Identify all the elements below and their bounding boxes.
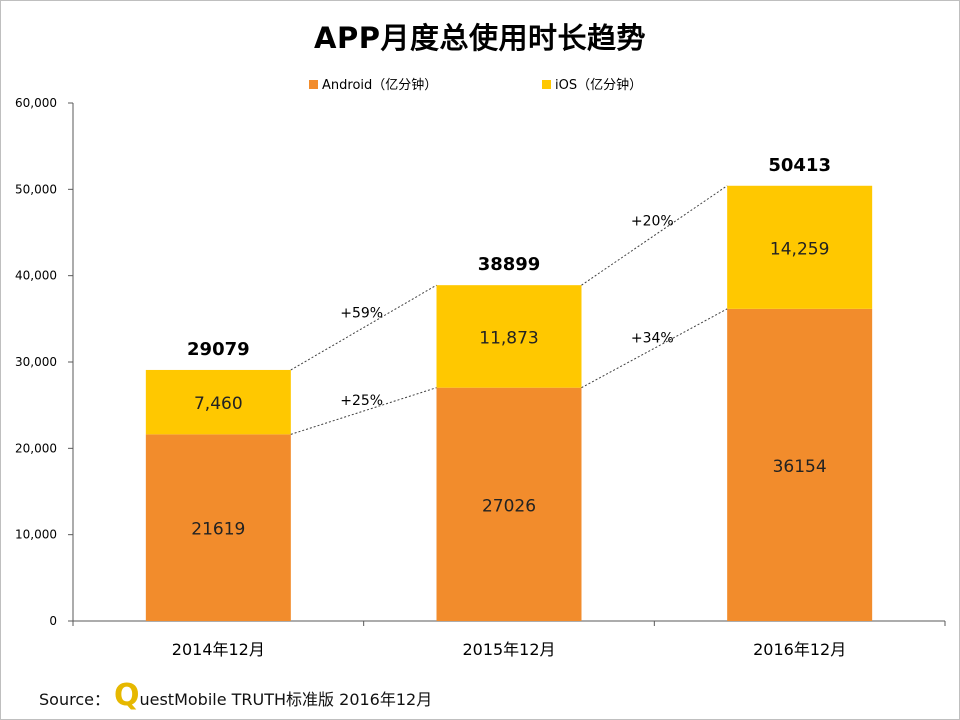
- bar-ios: [436, 285, 582, 388]
- bar-ios: [727, 185, 873, 309]
- total-growth-line: [290, 284, 437, 371]
- data-label-ios: 14,259: [770, 239, 829, 259]
- y-tick-label: 0: [49, 614, 57, 628]
- y-tick-label: 10,000: [15, 528, 57, 542]
- data-label-android: 36154: [773, 457, 827, 477]
- android-growth-line: [290, 387, 437, 435]
- android-growth-label: +25%: [340, 393, 383, 409]
- bar-android: [727, 308, 873, 621]
- y-tick-label: 30,000: [15, 355, 57, 369]
- total-label: 29079: [187, 339, 250, 360]
- total-label: 38899: [478, 254, 541, 275]
- legend-swatch-android: [309, 80, 318, 89]
- x-tick-label: 2014年12月: [172, 640, 265, 659]
- y-tick-label: 60,000: [15, 96, 57, 110]
- data-label-ios: 7,460: [194, 394, 243, 414]
- x-tick-label: 2015年12月: [462, 640, 555, 659]
- chart-title: APP月度总使用时长趋势: [314, 21, 646, 55]
- android-growth-line: [581, 308, 728, 389]
- total-growth-line: [581, 185, 728, 286]
- bar-android: [145, 434, 291, 621]
- questmobile-logo-q: Q: [113, 678, 140, 713]
- total-growth-label: +59%: [340, 306, 383, 322]
- bar-android: [436, 387, 582, 621]
- y-tick-label: 50,000: [15, 182, 57, 196]
- legend-label-android: Android（亿分钟）: [322, 77, 437, 93]
- y-tick-label: 20,000: [15, 441, 57, 455]
- data-label-android: 21619: [191, 520, 245, 540]
- android-growth-label: +34%: [631, 330, 674, 346]
- legend-swatch-ios: [542, 80, 551, 89]
- data-label-ios: 11,873: [479, 328, 538, 348]
- source-prefix: Source：: [39, 690, 110, 709]
- source-note: Source： Q uestMobile TRUTH标准版 2016年12月: [39, 681, 432, 711]
- x-tick-label: 2016年12月: [753, 640, 846, 659]
- total-growth-label: +20%: [631, 213, 674, 229]
- source-text: uestMobile TRUTH标准版 2016年12月: [139, 690, 433, 709]
- bar-ios: [145, 369, 291, 435]
- legend-label-ios: iOS（亿分钟）: [555, 77, 642, 93]
- total-label: 50413: [768, 155, 831, 176]
- data-label-android: 27026: [482, 496, 536, 516]
- y-tick-label: 40,000: [15, 269, 57, 283]
